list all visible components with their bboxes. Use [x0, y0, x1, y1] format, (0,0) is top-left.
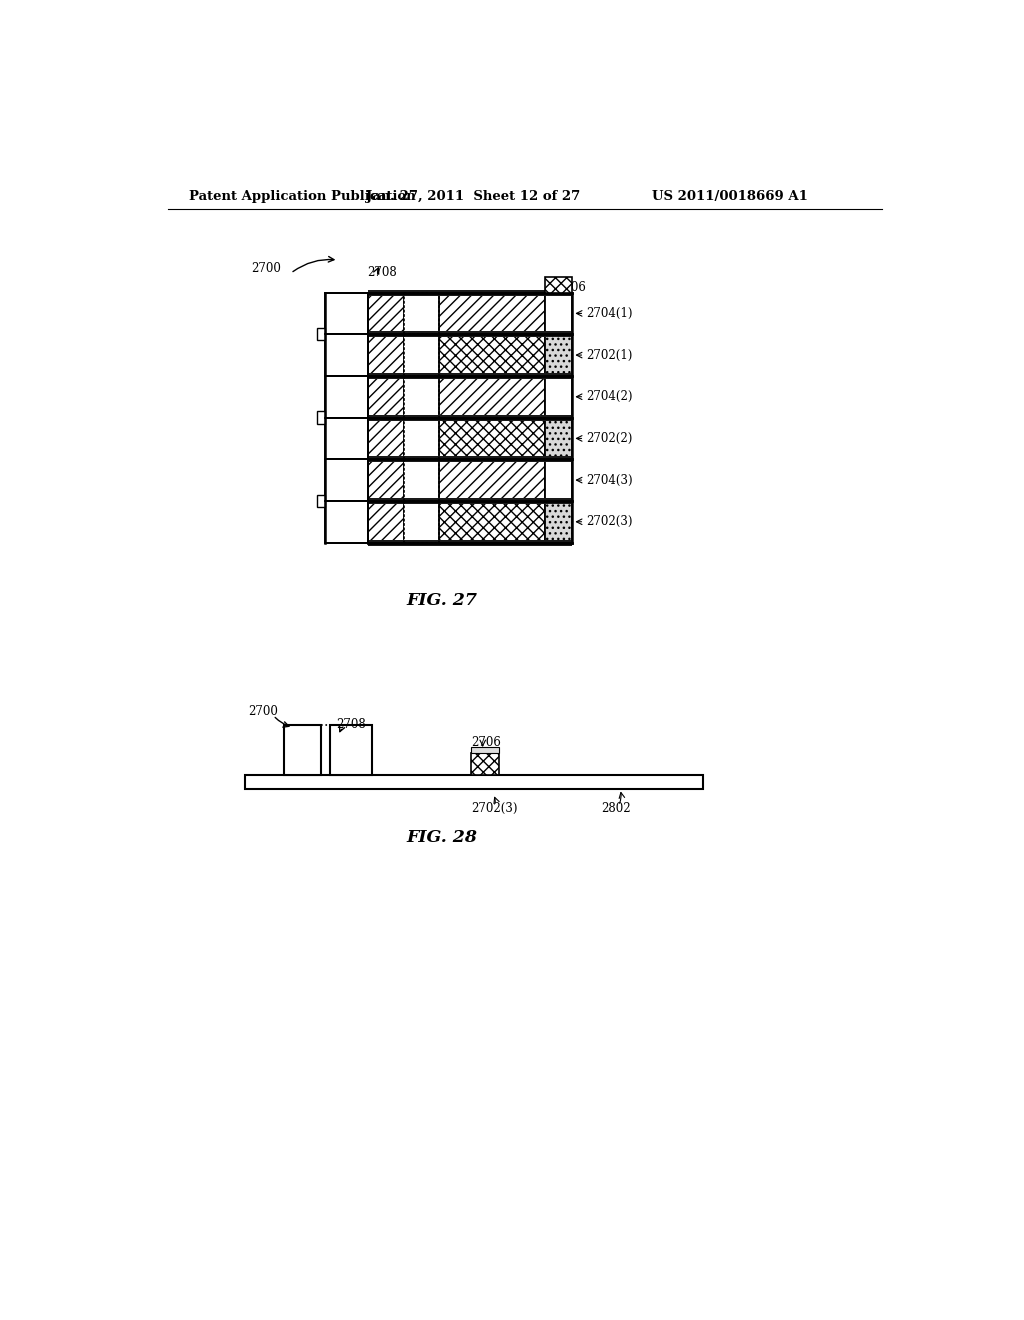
- Bar: [404, 293, 439, 334]
- Text: 2708: 2708: [368, 265, 397, 279]
- Bar: [368, 417, 404, 459]
- Bar: [325, 334, 368, 376]
- Bar: [404, 500, 439, 543]
- Text: 2700: 2700: [251, 261, 281, 275]
- Bar: [316, 329, 325, 341]
- Text: 2704(2): 2704(2): [586, 391, 633, 403]
- Bar: [368, 414, 572, 421]
- Text: 2706: 2706: [556, 281, 586, 294]
- Bar: [325, 376, 368, 417]
- Bar: [325, 500, 368, 543]
- Bar: [439, 417, 546, 459]
- Bar: [368, 331, 572, 338]
- Text: 2708: 2708: [336, 718, 366, 731]
- Bar: [325, 417, 368, 459]
- Text: US 2011/0018669 A1: US 2011/0018669 A1: [652, 190, 808, 202]
- Bar: [368, 459, 404, 500]
- Text: 2700: 2700: [249, 705, 279, 718]
- Bar: [284, 725, 321, 775]
- Bar: [404, 459, 439, 500]
- Bar: [546, 277, 572, 293]
- Bar: [368, 372, 572, 379]
- Bar: [368, 289, 572, 296]
- Bar: [471, 747, 500, 752]
- Text: Jan. 27, 2011  Sheet 12 of 27: Jan. 27, 2011 Sheet 12 of 27: [367, 190, 581, 202]
- Text: 2704(3): 2704(3): [586, 474, 633, 487]
- Text: 2702(3): 2702(3): [586, 515, 633, 528]
- Bar: [546, 376, 572, 417]
- Bar: [439, 459, 546, 500]
- Text: FIG. 28: FIG. 28: [406, 829, 477, 846]
- Bar: [439, 293, 546, 334]
- Text: 2702(1): 2702(1): [586, 348, 632, 362]
- Bar: [368, 500, 404, 543]
- Text: 2802: 2802: [601, 803, 631, 816]
- Bar: [368, 376, 404, 417]
- Bar: [404, 417, 439, 459]
- Bar: [368, 540, 572, 545]
- Bar: [325, 293, 368, 334]
- Bar: [439, 500, 546, 543]
- Bar: [316, 495, 325, 507]
- Bar: [546, 334, 572, 376]
- Bar: [404, 334, 439, 376]
- Text: 2702(3): 2702(3): [471, 803, 517, 816]
- Text: 2706: 2706: [471, 737, 501, 750]
- Bar: [368, 334, 404, 376]
- Bar: [546, 500, 572, 543]
- Bar: [325, 459, 368, 500]
- Bar: [404, 376, 439, 417]
- Bar: [316, 412, 325, 424]
- Bar: [331, 725, 373, 775]
- Bar: [368, 498, 572, 504]
- Bar: [439, 376, 546, 417]
- Bar: [546, 459, 572, 500]
- Text: 2702(2): 2702(2): [586, 432, 632, 445]
- Bar: [471, 752, 500, 775]
- Bar: [246, 775, 702, 788]
- Text: Patent Application Publication: Patent Application Publication: [189, 190, 416, 202]
- Bar: [439, 334, 546, 376]
- Text: 2704(1): 2704(1): [586, 308, 633, 319]
- Bar: [546, 293, 572, 334]
- Bar: [368, 293, 404, 334]
- Text: FIG. 27: FIG. 27: [406, 593, 477, 609]
- Bar: [546, 417, 572, 459]
- Bar: [368, 457, 572, 462]
